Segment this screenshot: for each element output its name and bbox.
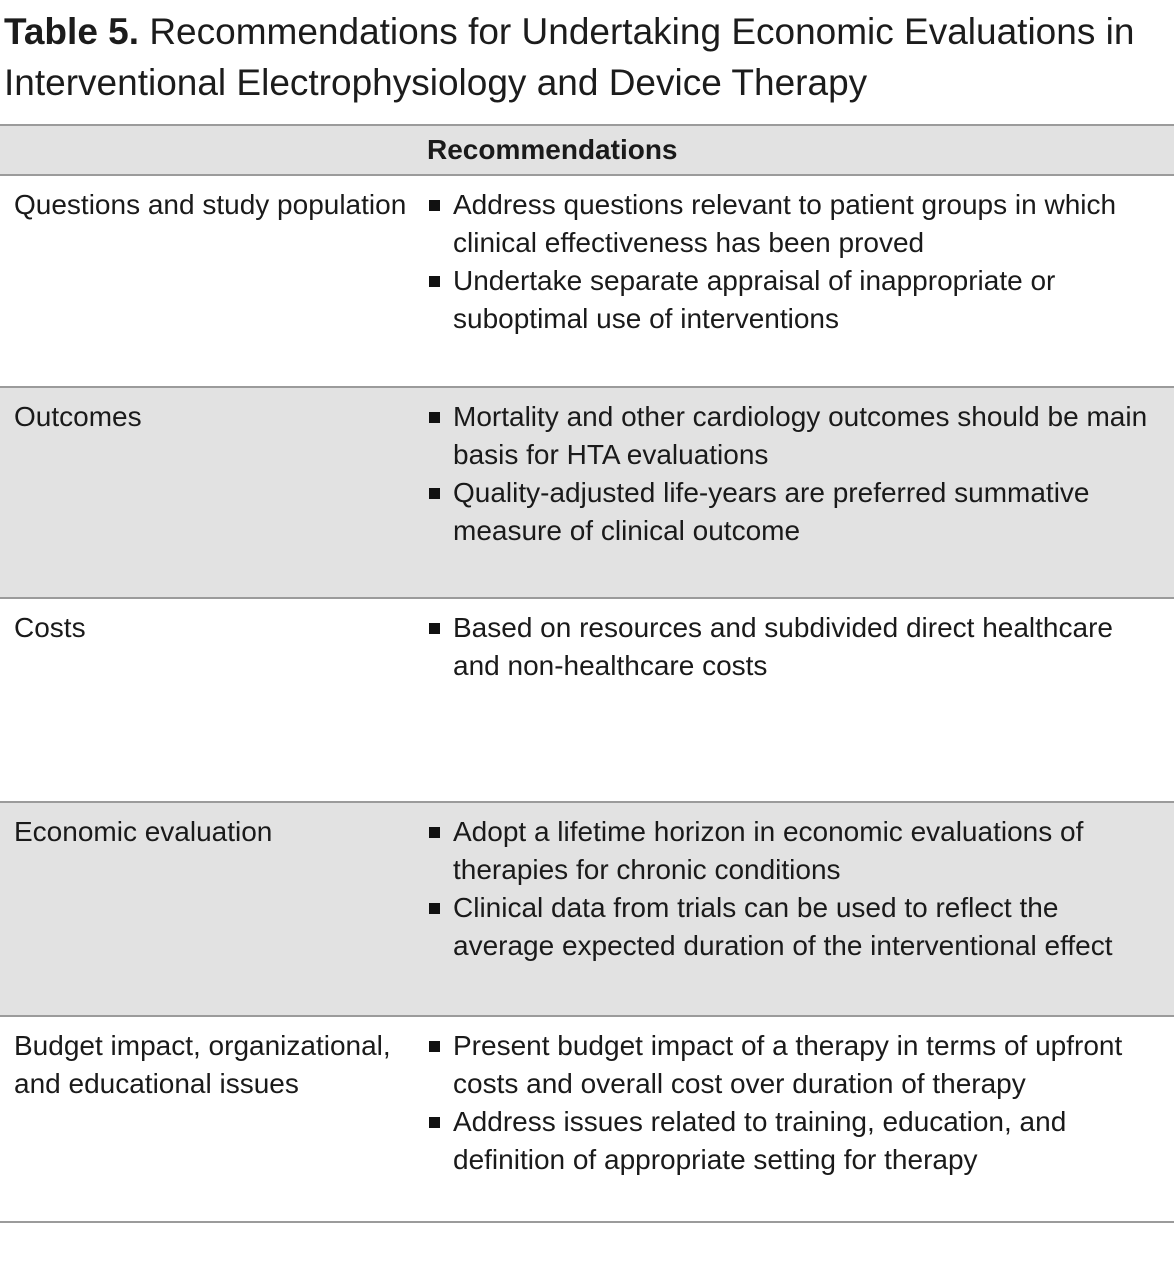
bullet-square-icon <box>429 827 440 839</box>
table-header-row: Recommendations <box>0 124 1174 175</box>
bullet-square-icon <box>429 1041 440 1053</box>
bullet-text: Based on resources and subdivided direct… <box>453 612 1113 682</box>
bullet-square-icon <box>429 623 440 635</box>
row-category: Budget impact, organizational, and educa… <box>14 1030 391 1100</box>
table-row: Budget impact, organizational, and educa… <box>0 1015 1174 1221</box>
bullet-text: Address questions relevant to patient gr… <box>453 189 1117 259</box>
bullet-text: Mortality and other cardiology outcomes … <box>453 401 1148 471</box>
table-figure: Table 5. Recommendations for Undertaking… <box>0 0 1174 1224</box>
bullet-square-icon <box>429 412 440 424</box>
bullet-square-icon <box>429 200 440 212</box>
bullet-text: Undertake separate appraisal of inapprop… <box>453 265 1056 335</box>
bullet-item: Address questions relevant to patient gr… <box>427 186 1156 262</box>
bullet-item: Adopt a lifetime horizon in economic eva… <box>427 813 1156 889</box>
table-title: Table 5. Recommendations for Undertaking… <box>0 0 1174 124</box>
bullet-square-icon <box>429 488 440 500</box>
row-recommendations: Mortality and other cardiology outcomes … <box>425 388 1174 597</box>
bullet-item: Clinical data from trials can be used to… <box>427 889 1156 965</box>
bullet-text: Address issues related to training, educ… <box>453 1106 1067 1176</box>
row-category: Costs <box>14 612 86 644</box>
bullet-item: Quality-adjusted life-years are preferre… <box>427 474 1156 550</box>
table-row: Costs Based on resources and subdivided … <box>0 597 1174 801</box>
row-category: Economic evaluation <box>14 816 273 848</box>
table-row: Economic evaluation Adopt a lifetime hor… <box>0 801 1174 1016</box>
row-recommendations: Present budget impact of a therapy in te… <box>425 1017 1174 1221</box>
recommendations-table: Recommendations Questions and study popu… <box>0 124 1174 1224</box>
row-category: Outcomes <box>14 401 142 433</box>
bullet-square-icon <box>429 1117 440 1129</box>
table-title-text: Recommendations for Undertaking Economic… <box>4 11 1135 104</box>
row-category: Questions and study population <box>14 189 407 221</box>
bullet-item: Mortality and other cardiology outcomes … <box>427 398 1156 474</box>
bullet-item: Undertake separate appraisal of inapprop… <box>427 262 1156 338</box>
bullet-square-icon <box>429 903 440 915</box>
bullet-square-icon <box>429 276 440 288</box>
bullet-item: Address issues related to training, educ… <box>427 1103 1156 1179</box>
bullet-text: Quality-adjusted life-years are preferre… <box>453 477 1090 547</box>
bullet-text: Adopt a lifetime horizon in economic eva… <box>453 816 1084 886</box>
table-row: Questions and study population Address q… <box>0 174 1174 386</box>
row-recommendations: Address questions relevant to patient gr… <box>425 176 1174 386</box>
row-recommendations: Based on resources and subdivided direct… <box>425 599 1174 801</box>
row-recommendations: Adopt a lifetime horizon in economic eva… <box>425 803 1174 1015</box>
bullet-item: Based on resources and subdivided direct… <box>427 609 1156 685</box>
bullet-text: Present budget impact of a therapy in te… <box>453 1030 1123 1100</box>
table-row: Outcomes Mortality and other cardiology … <box>0 386 1174 598</box>
bullet-text: Clinical data from trials can be used to… <box>453 892 1113 962</box>
recommendations-column-header: Recommendations <box>427 134 678 166</box>
table-number-label: Table 5. <box>4 11 140 52</box>
header-cell-empty <box>0 126 425 174</box>
bullet-item: Present budget impact of a therapy in te… <box>427 1027 1156 1103</box>
